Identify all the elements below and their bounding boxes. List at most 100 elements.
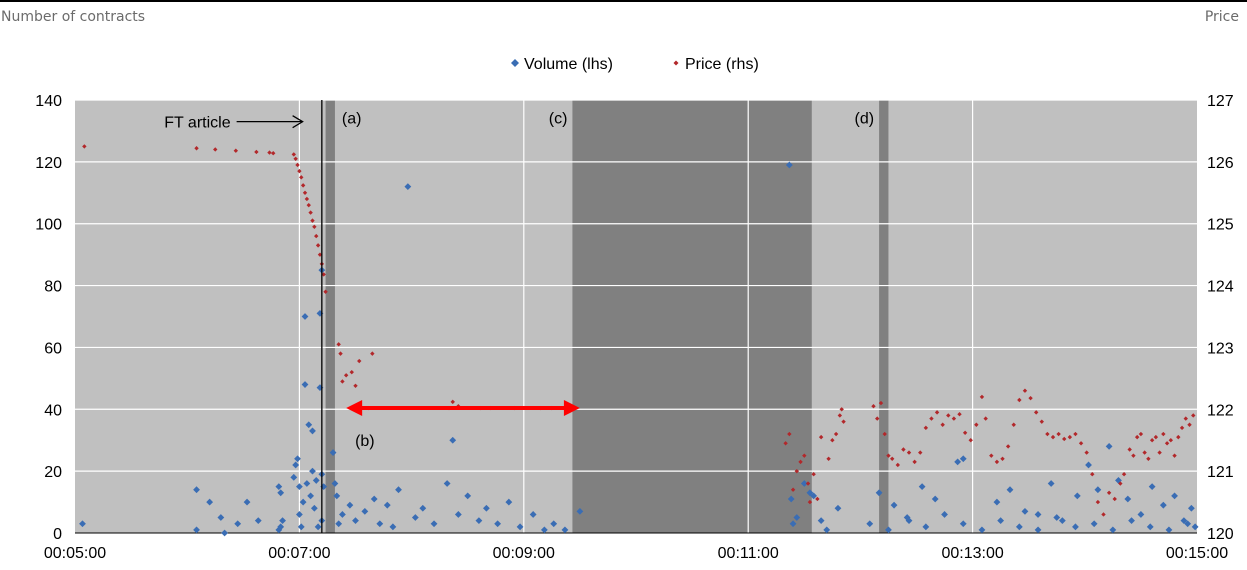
volume-point	[1105, 443, 1113, 450]
volume-point	[254, 517, 262, 525]
price-point	[297, 168, 302, 174]
volume-point	[1073, 492, 1081, 500]
volume-point	[959, 520, 967, 528]
price-point	[312, 224, 317, 230]
price-point	[790, 487, 796, 492]
volume-point	[234, 520, 242, 528]
volume-point	[1006, 486, 1014, 494]
price-point	[271, 150, 276, 156]
left-tick-label: 140	[35, 93, 62, 110]
volume-point	[296, 483, 303, 491]
volume-point	[931, 495, 939, 503]
x-tick-label: 00:09:00	[493, 545, 555, 562]
volume-point	[1184, 520, 1192, 528]
volume-point	[301, 381, 309, 388]
volume-point	[296, 511, 303, 518]
volume-point	[834, 504, 842, 512]
x-tick-label: 00:05:00	[44, 545, 106, 562]
price-point	[895, 462, 900, 468]
panel-label: (a)	[342, 110, 362, 127]
price-point	[807, 499, 813, 505]
price-point	[1157, 450, 1162, 455]
volume-point	[1128, 517, 1135, 525]
price-point	[1067, 434, 1073, 440]
price-point	[811, 472, 816, 477]
volume-point	[331, 480, 339, 487]
volume-point	[1146, 523, 1154, 531]
price-point	[1005, 444, 1011, 449]
volume-point	[978, 526, 986, 534]
volume-point	[312, 477, 320, 484]
annotation-label: (b)	[355, 433, 375, 450]
price-point	[1084, 450, 1089, 455]
price-point	[233, 148, 239, 153]
volume-point	[411, 514, 419, 521]
price-point	[315, 243, 321, 248]
volume-point	[193, 526, 200, 534]
volume-point	[352, 517, 359, 525]
legend-price-label: Price (rhs)	[685, 56, 759, 73]
x-tick-label: 00:13:00	[941, 545, 1003, 562]
right-axis-title: Price	[1204, 9, 1239, 25]
volume-point	[464, 492, 472, 500]
price-point	[940, 422, 945, 427]
price-point	[918, 450, 923, 455]
volume-point	[79, 520, 86, 528]
price-point	[353, 383, 358, 388]
price-point	[1131, 453, 1136, 458]
price-point	[833, 431, 839, 437]
volume-point	[290, 473, 298, 481]
price-point	[254, 149, 259, 155]
volume-point	[903, 514, 911, 521]
price-point	[1078, 441, 1084, 446]
volume-point	[516, 523, 524, 531]
left-axis-title: Number of contracts	[1, 9, 146, 25]
volume-point	[206, 498, 214, 506]
volume-point	[785, 161, 793, 169]
volume-point	[314, 523, 322, 531]
volume-point	[361, 507, 369, 515]
right-tick-label: 127	[1207, 93, 1234, 110]
legend: Volume (lhs) Price (rhs)	[511, 56, 759, 73]
price-point	[815, 496, 820, 502]
panel-label: (d)	[855, 110, 875, 127]
price-point	[882, 431, 887, 437]
price-point	[787, 431, 792, 437]
volume-point	[997, 517, 1005, 525]
volume-point	[918, 483, 926, 491]
price-point	[302, 190, 308, 195]
left-tick-label: 80	[44, 279, 62, 296]
shaded-region	[325, 100, 335, 533]
price-point	[1090, 472, 1095, 477]
volume-point	[1085, 461, 1092, 469]
volume-point	[277, 523, 285, 531]
volume-point	[1180, 517, 1188, 525]
price-point	[304, 196, 310, 202]
panel-label: (c)	[549, 110, 568, 127]
volume-point	[1047, 480, 1055, 487]
volume-point	[875, 489, 883, 497]
price-point	[871, 403, 876, 409]
volume-point	[529, 511, 537, 518]
right-tick-label: 122	[1207, 402, 1234, 419]
range-arrow-left-head	[346, 400, 363, 417]
volume-point	[550, 520, 558, 528]
price-point	[295, 162, 300, 168]
volume-point	[217, 514, 225, 521]
volume-point	[1115, 477, 1122, 484]
price-point	[830, 438, 835, 443]
shaded-region	[572, 100, 812, 533]
price-point	[317, 252, 323, 257]
price-point	[1028, 395, 1033, 401]
volume-point	[346, 501, 354, 509]
volume-point	[333, 492, 341, 500]
volume-point	[885, 526, 892, 534]
price-point	[979, 394, 985, 400]
volume-point	[292, 461, 300, 469]
volume-point	[959, 455, 967, 463]
volume-point	[1148, 483, 1156, 491]
x-tick-label: 00:15:00	[1166, 545, 1228, 562]
volume-point	[430, 520, 438, 528]
price-point	[1118, 481, 1123, 486]
price-point	[878, 400, 884, 406]
